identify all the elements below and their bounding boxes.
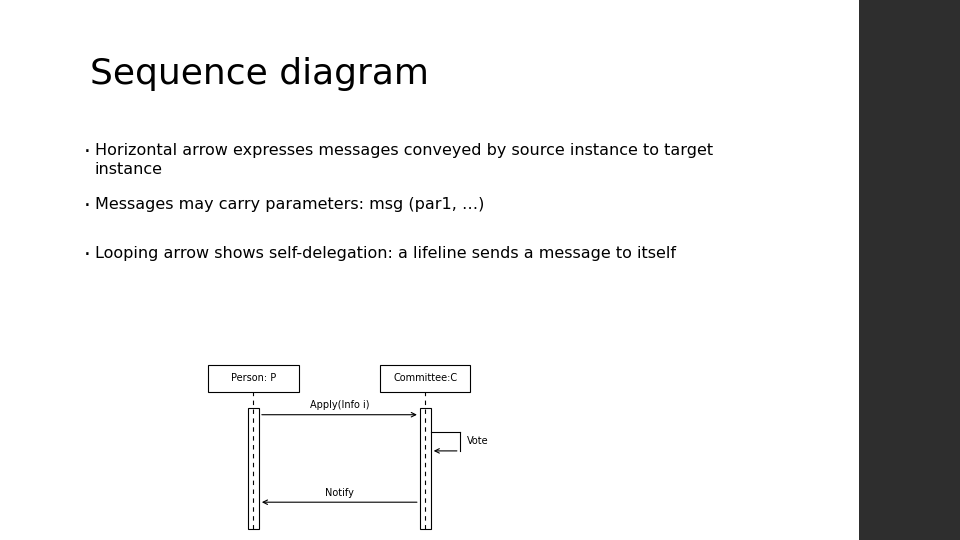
Text: ·: · (84, 245, 90, 265)
Text: Horizontal arrow expresses messages conveyed by source instance to target
instan: Horizontal arrow expresses messages conv… (94, 143, 712, 177)
Text: Looping arrow shows self-delegation: a lifeline sends a message to itself: Looping arrow shows self-delegation: a l… (94, 246, 676, 261)
Text: Vote: Vote (467, 436, 489, 447)
Text: Messages may carry parameters: msg (par1, …): Messages may carry parameters: msg (par1… (94, 197, 484, 212)
Bar (248, 408, 259, 529)
Text: Apply(Info i): Apply(Info i) (310, 400, 370, 410)
Text: Person: P: Person: P (230, 373, 276, 383)
Text: Sequence diagram: Sequence diagram (90, 57, 429, 91)
Bar (420, 408, 431, 529)
Text: Committee:C: Committee:C (394, 373, 457, 383)
Text: ·: · (84, 142, 90, 162)
Text: ·: · (84, 196, 90, 216)
Bar (208, 364, 299, 391)
Text: Notify: Notify (324, 488, 354, 498)
Bar (380, 364, 470, 391)
